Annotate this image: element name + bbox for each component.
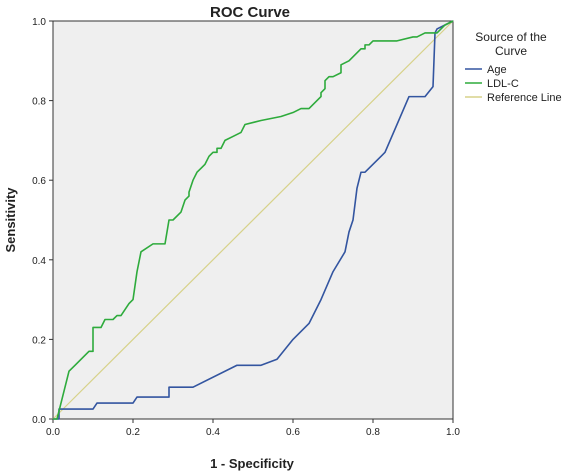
x-tick-label: 0.2 bbox=[126, 427, 140, 438]
series-line-reference-line bbox=[52, 20, 454, 420]
y-tick-label: 0.4 bbox=[32, 256, 46, 267]
legend-title-line-2: Curve bbox=[495, 44, 527, 58]
x-tick-label: 0.8 bbox=[366, 427, 380, 438]
y-axis-label: Sensitivity bbox=[3, 187, 18, 253]
y-tick-label: 0.2 bbox=[32, 335, 46, 346]
legend: Source of the Curve Age LDL-C Reference Li… bbox=[465, 30, 562, 104]
chart-title: ROC Curve bbox=[210, 4, 290, 21]
series-line-age bbox=[53, 20, 454, 420]
series-line-ldl-c bbox=[53, 20, 454, 420]
x-tick-label: 0.0 bbox=[46, 427, 60, 438]
y-tick-label: 0.0 bbox=[32, 415, 46, 426]
legend-label-ldl-c: LDL-C bbox=[487, 78, 519, 90]
x-axis-label: 1 - Specificity bbox=[210, 456, 295, 471]
x-tick-label: 0.6 bbox=[286, 427, 300, 438]
legend-label-reference-line: Reference Line bbox=[487, 92, 562, 104]
y-tick-label: 1.0 bbox=[32, 17, 46, 28]
axis-ticks: 0.0 0.2 0.4 0.6 0.8 1.0 0.0 0.2 0.4 0.6 0.8 1.0 bbox=[32, 17, 460, 438]
legend-label-age: Age bbox=[487, 64, 507, 76]
x-tick-label: 1.0 bbox=[446, 427, 460, 438]
series-layer bbox=[52, 20, 454, 420]
y-tick-label: 0.6 bbox=[32, 176, 46, 187]
legend-title-line-1: Source of the bbox=[475, 30, 547, 44]
y-tick-label: 0.8 bbox=[32, 97, 46, 108]
x-tick-label: 0.4 bbox=[206, 427, 220, 438]
